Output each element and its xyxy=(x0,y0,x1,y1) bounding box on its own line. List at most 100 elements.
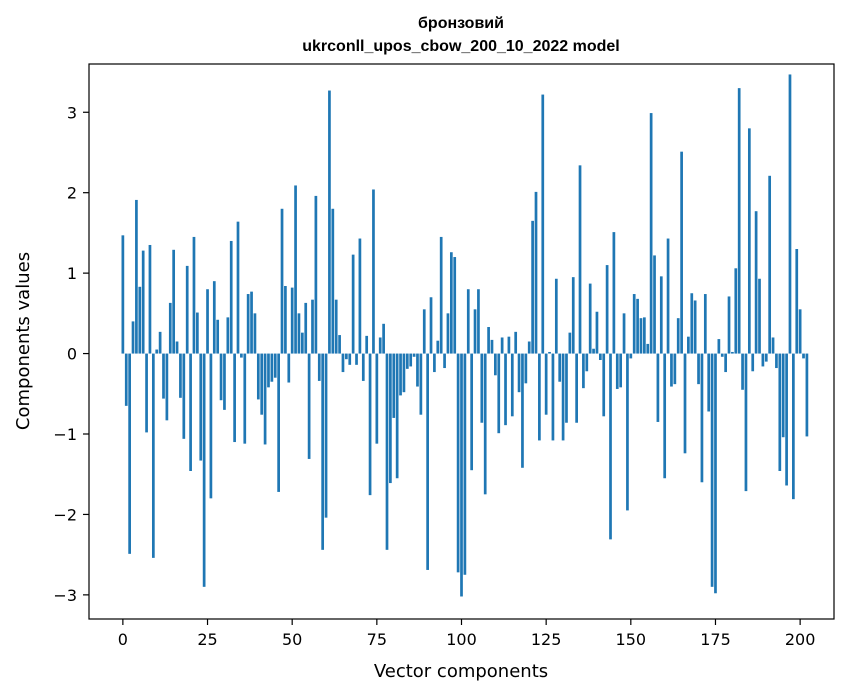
bar xyxy=(693,300,697,354)
bar xyxy=(395,353,399,479)
bar xyxy=(470,353,474,471)
bar xyxy=(575,353,578,423)
x-tick-label: 50 xyxy=(282,630,302,649)
bar xyxy=(263,353,267,445)
bar xyxy=(297,313,301,354)
bar xyxy=(483,353,487,495)
bar xyxy=(656,353,660,422)
bar xyxy=(609,353,612,540)
bar xyxy=(233,353,236,443)
bar xyxy=(260,353,264,415)
bar xyxy=(487,327,490,354)
chart-title-line2: ukrconll_upos_cbow_200_10_2022 model xyxy=(302,38,619,55)
chart-title-line1: бронзовий xyxy=(418,15,504,32)
bar xyxy=(236,221,240,354)
bar xyxy=(643,317,646,354)
bar xyxy=(304,302,308,354)
bar xyxy=(402,353,406,393)
bar xyxy=(558,353,562,382)
bar xyxy=(490,339,494,354)
bar xyxy=(341,353,345,373)
bar xyxy=(124,353,128,406)
bar xyxy=(317,353,321,381)
x-axis-ticks: 0 25 50 75 100 125 150 175 200 xyxy=(118,619,815,649)
bar xyxy=(172,249,176,354)
bar xyxy=(405,353,409,369)
bar xyxy=(632,294,636,354)
bar xyxy=(541,94,545,354)
bar xyxy=(703,294,707,354)
bar xyxy=(802,353,805,359)
bar xyxy=(311,299,314,354)
bar xyxy=(670,353,673,387)
bar xyxy=(243,353,247,444)
bar xyxy=(659,276,663,354)
bar xyxy=(720,353,724,357)
bar xyxy=(165,353,169,421)
bar xyxy=(449,252,453,354)
bar xyxy=(683,353,687,454)
y-tick-label: 1 xyxy=(67,264,77,283)
bar xyxy=(168,302,172,354)
bar xyxy=(585,353,589,372)
bar xyxy=(365,335,369,354)
bar xyxy=(731,351,734,354)
bar xyxy=(680,151,683,354)
bar xyxy=(162,353,165,399)
bar xyxy=(565,353,568,423)
bar xyxy=(375,353,379,444)
bar xyxy=(328,90,331,354)
bar xyxy=(338,335,341,354)
y-tick-label: 0 xyxy=(67,345,77,364)
bar xyxy=(795,249,799,354)
bar xyxy=(798,309,802,354)
bar xyxy=(761,353,765,367)
bar xyxy=(426,353,429,570)
bar xyxy=(788,74,792,354)
bar xyxy=(805,353,809,437)
bar xyxy=(754,211,758,354)
bar xyxy=(399,353,402,396)
bar xyxy=(202,353,206,587)
bar xyxy=(778,353,782,471)
bar xyxy=(615,353,619,389)
bar xyxy=(287,353,291,383)
bar xyxy=(717,339,721,354)
bar xyxy=(768,175,772,354)
bar xyxy=(727,296,731,354)
bar xyxy=(771,337,775,354)
bar xyxy=(538,353,541,441)
plot-frame xyxy=(88,63,835,620)
y-tick-label: −1 xyxy=(53,425,77,444)
bar xyxy=(649,113,653,354)
bar xyxy=(148,244,152,354)
bar xyxy=(504,353,507,426)
bar xyxy=(697,353,700,385)
bar xyxy=(348,353,352,365)
x-tick-label: 150 xyxy=(616,630,647,649)
bar xyxy=(141,250,145,354)
bar xyxy=(741,353,744,390)
bar xyxy=(636,298,639,354)
bar xyxy=(517,353,521,393)
bar xyxy=(571,277,575,354)
bar xyxy=(300,332,304,354)
bar xyxy=(527,341,531,354)
bar xyxy=(372,189,375,354)
bar xyxy=(179,353,182,398)
bar xyxy=(521,353,524,468)
bar xyxy=(277,353,280,492)
bar xyxy=(155,349,159,354)
bar xyxy=(416,353,419,387)
bar xyxy=(392,353,396,418)
bar xyxy=(510,353,514,417)
bar xyxy=(246,294,250,354)
bar xyxy=(219,353,223,401)
bar xyxy=(429,297,433,354)
bar xyxy=(687,336,690,354)
bar xyxy=(267,353,270,388)
bar xyxy=(494,353,497,376)
x-tick-label: 175 xyxy=(700,630,731,649)
bar xyxy=(744,353,748,492)
